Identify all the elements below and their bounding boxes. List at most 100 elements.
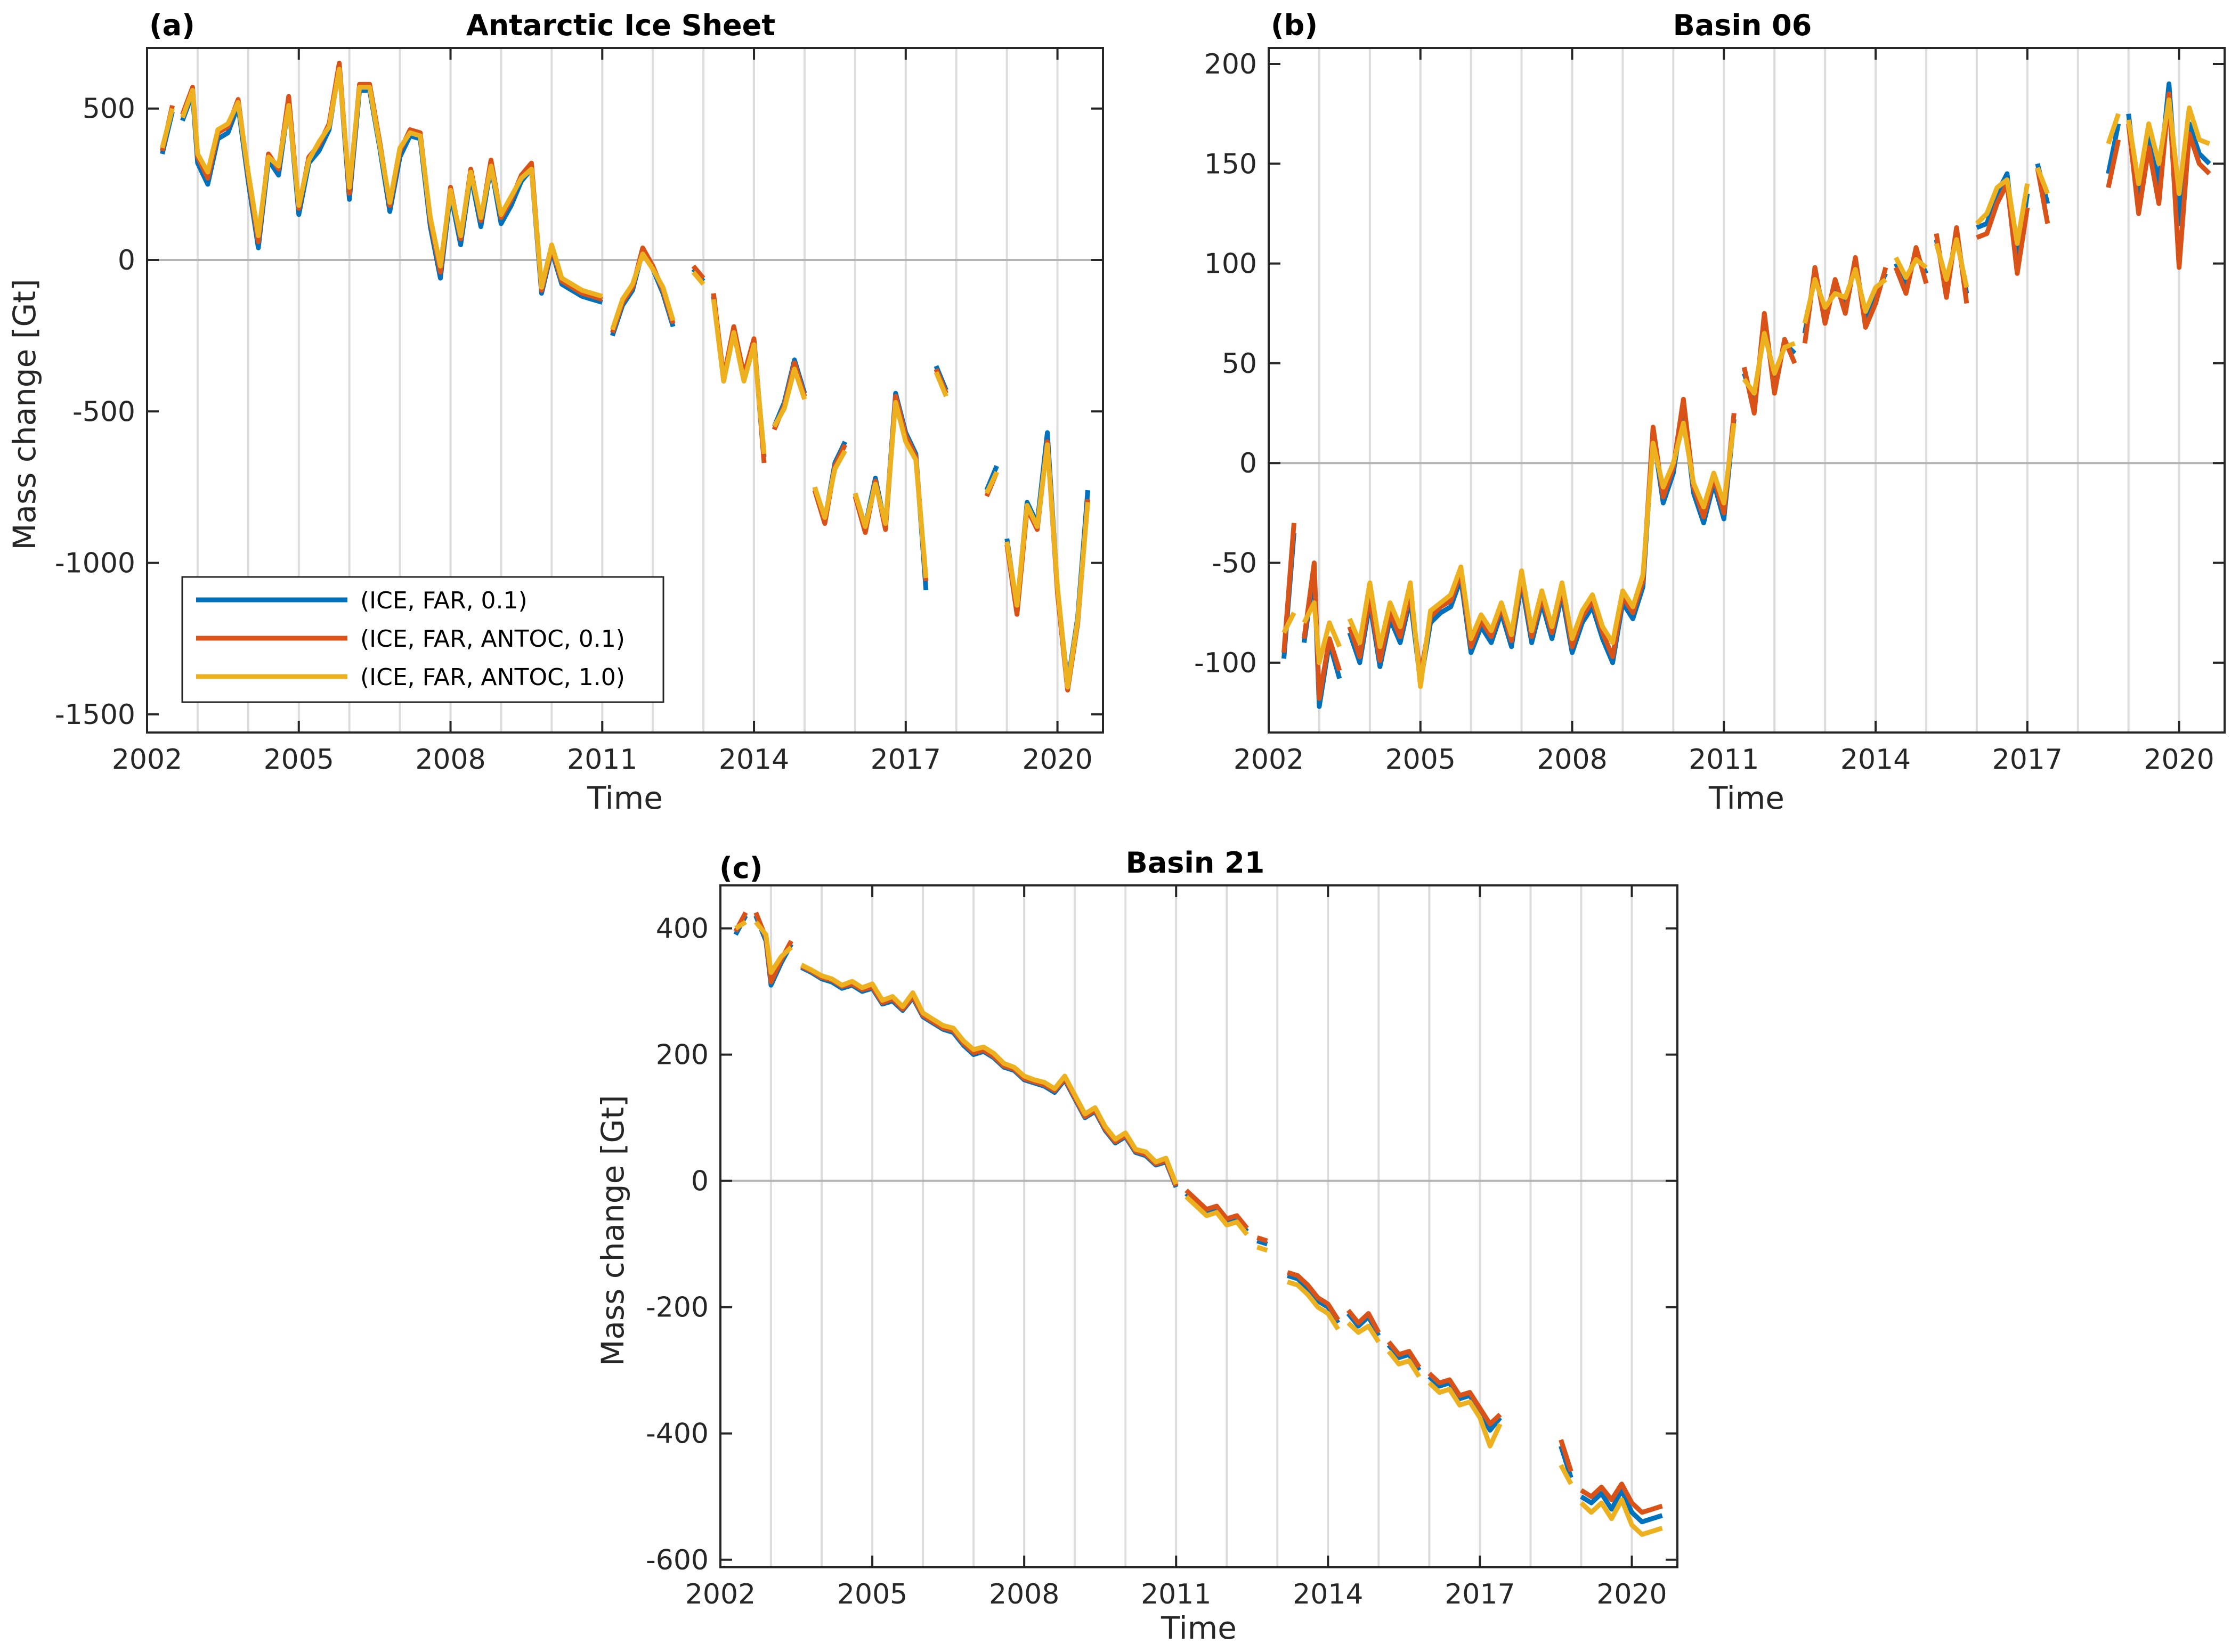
y-tick-label: 0: [691, 1166, 709, 1198]
x-axis-label: Time: [1708, 780, 1784, 816]
series-segment: [753, 920, 793, 975]
x-tick-label: 2002: [112, 744, 182, 776]
series-segment: [1580, 1482, 1663, 1515]
x-tick-label: 2017: [1445, 1578, 1515, 1610]
series-segment: [1185, 1189, 1249, 1230]
x-tick-label: 2005: [1385, 744, 1456, 776]
series-segment: [1580, 1487, 1663, 1525]
series-segment: [711, 299, 767, 454]
x-axis-label: Time: [587, 780, 663, 816]
series-segment: [2106, 123, 2121, 174]
series-segment: [160, 108, 175, 149]
series-segment: [1427, 1381, 1503, 1448]
y-tick-label: -500: [72, 396, 135, 428]
series-segment: [1386, 1349, 1422, 1378]
series-segment: [1004, 442, 1090, 690]
series-line: [160, 67, 1090, 690]
y-tick-label: 400: [656, 913, 709, 945]
panel-b: 2002 2005 2008 2011 2014 2017 2020 -100 -50 0 50 10…: [1194, 9, 2226, 816]
series-segment: [1976, 181, 2030, 276]
y-tick-label: 0: [118, 245, 135, 276]
y-tick-label: 150: [1204, 148, 1257, 180]
series-segment: [800, 963, 1179, 1185]
x-tick-label: 2011: [1141, 1578, 1211, 1610]
series-segment: [2106, 139, 2121, 189]
x-axis-label: Time: [1161, 1610, 1237, 1646]
legend-label: (ICE, FAR, ANTOC, 0.1): [360, 625, 625, 653]
legend: (ICE, FAR, 0.1) (ICE, FAR, ANTOC, 0.1) (…: [181, 576, 664, 703]
legend-label: (ICE, FAR, 0.1): [360, 587, 528, 614]
panel-a: 2002 2005 2008 2011 2014 2017 2020 -1500 -1000 -5…: [6, 9, 1104, 816]
series-segment: [1427, 1374, 1502, 1433]
y-tick-label: 200: [1204, 48, 1257, 80]
series-segment: [1559, 1463, 1573, 1485]
series-segment: [1386, 1340, 1422, 1369]
series-segment: [1559, 1439, 1573, 1472]
series-segment: [934, 371, 948, 397]
series-segment: [1346, 1308, 1381, 1334]
axes-box: [719, 884, 1678, 1568]
x-tick-label: 2011: [1689, 744, 1759, 776]
y-tick-label: 0: [1239, 447, 1257, 479]
y-tick-label: -600: [646, 1544, 709, 1576]
series-segment: [1286, 1270, 1341, 1321]
y-tick-label: 50: [1222, 348, 1257, 380]
axes-box: [1268, 47, 2226, 734]
series-segment: [1346, 1321, 1381, 1344]
series-segment: [691, 270, 705, 286]
series-segment: [1256, 1244, 1268, 1253]
y-tick-label: -50: [1212, 548, 1257, 580]
x-tick-label: 2002: [685, 1578, 756, 1610]
series-segment: [610, 251, 676, 331]
legend-entry: (ICE, FAR, ANTOC, 1.0): [196, 664, 625, 691]
series-segment: [1934, 237, 1969, 288]
series-line: [734, 919, 1663, 1537]
y-tick-label: 200: [656, 1039, 709, 1071]
y-tick-label: -400: [646, 1418, 709, 1450]
series-segment: [1347, 420, 1737, 689]
series-segment: [734, 919, 747, 931]
x-tick-label: 2020: [1596, 1578, 1667, 1610]
y-tick-label: -1500: [55, 699, 135, 731]
series-segment: [1742, 331, 1796, 396]
y-axis-label: Mass change [Gt]: [6, 279, 43, 550]
panel-label: (c): [719, 851, 762, 885]
x-tick-label: 2020: [2144, 744, 2214, 776]
panel-label: (a): [149, 9, 195, 42]
y-axis-label: Mass change [Gt]: [595, 1095, 631, 1366]
series-segment: [1802, 267, 1887, 324]
y-tick-label: -1000: [55, 548, 135, 580]
series-segment: [1256, 1235, 1268, 1243]
y-tick-label: -100: [1194, 647, 1257, 679]
series-segment: [1256, 1239, 1268, 1247]
panel-c: 2002 2005 2008 2011 2014 2017 2020 -600 -400 -200…: [595, 846, 1678, 1646]
series-segment: [1975, 177, 2030, 246]
series-segment: [984, 471, 999, 494]
series-segment: [1281, 612, 1296, 634]
x-tick-label: 2014: [1293, 1578, 1363, 1610]
plot-area: 2002 2005 2008 2011 2014 2017 2020 -1500 -1000 -5…: [55, 47, 1104, 776]
series-segment: [1893, 256, 1928, 280]
series-segment: [2126, 97, 2211, 196]
x-tick-label: 2017: [1992, 744, 2063, 776]
series-segment: [2035, 167, 2050, 195]
axes-box: [146, 47, 1104, 734]
y-tick-label: 500: [83, 93, 135, 125]
legend-label: (ICE, FAR, ANTOC, 1.0): [360, 664, 625, 691]
series-segment: [853, 400, 929, 579]
series-segment: [2106, 113, 2121, 145]
x-tick-label: 2005: [264, 744, 334, 776]
series-segment: [812, 450, 847, 520]
plot-area: 2002 2005 2008 2011 2014 2017 2020 -600 -400 -200…: [646, 884, 1678, 1610]
chart-title: Antarctic Ice Sheet: [466, 9, 775, 42]
series-segment: [1427, 1371, 1502, 1427]
series-segment: [180, 67, 603, 299]
x-tick-label: 2008: [415, 744, 485, 776]
y-tick-label: -200: [646, 1292, 709, 1324]
legend-entry: (ICE, FAR, ANTOC, 0.1): [196, 625, 625, 653]
series-segment: [2126, 91, 2211, 270]
series-line: [1281, 97, 2211, 689]
series-segment: [1579, 1497, 1663, 1537]
